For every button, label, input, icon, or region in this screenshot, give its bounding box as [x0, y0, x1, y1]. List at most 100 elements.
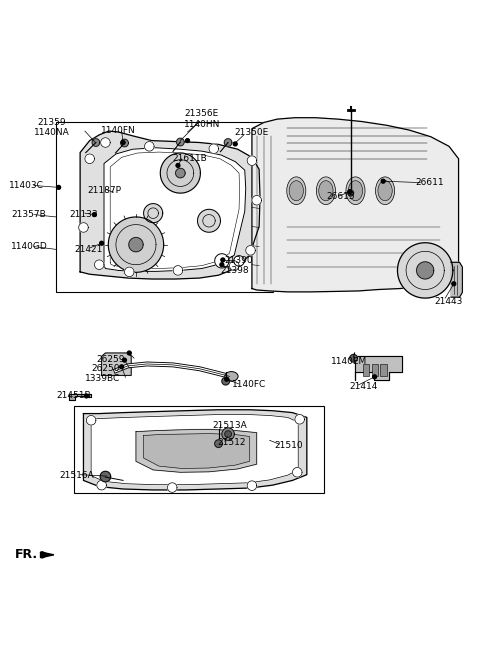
Text: 26611: 26611	[416, 178, 444, 187]
Polygon shape	[95, 260, 104, 269]
Text: 26259: 26259	[96, 355, 124, 364]
Polygon shape	[209, 144, 218, 154]
Text: 1339BC: 1339BC	[85, 374, 120, 383]
Polygon shape	[100, 471, 111, 482]
Text: 21359
1140NA: 21359 1140NA	[34, 117, 70, 137]
Text: 1140FN: 1140FN	[101, 125, 136, 135]
Ellipse shape	[346, 177, 365, 205]
Polygon shape	[452, 282, 456, 286]
Polygon shape	[129, 237, 143, 252]
Polygon shape	[91, 414, 298, 485]
Polygon shape	[122, 358, 126, 362]
Polygon shape	[127, 351, 131, 355]
Polygon shape	[372, 375, 376, 379]
Polygon shape	[292, 467, 302, 477]
Polygon shape	[397, 243, 453, 298]
Polygon shape	[215, 440, 222, 448]
Text: 21133: 21133	[69, 210, 98, 219]
Text: 26250: 26250	[91, 364, 120, 373]
Polygon shape	[247, 481, 257, 491]
Polygon shape	[186, 139, 190, 143]
Text: 21451B: 21451B	[57, 391, 91, 400]
Polygon shape	[168, 483, 177, 493]
Bar	[372, 364, 378, 377]
Bar	[380, 364, 386, 377]
Polygon shape	[102, 353, 131, 375]
Polygon shape	[176, 168, 185, 178]
Polygon shape	[97, 481, 107, 490]
Ellipse shape	[316, 177, 336, 205]
Text: 21390: 21390	[225, 257, 253, 265]
Polygon shape	[85, 154, 95, 164]
Text: FR.: FR.	[15, 548, 38, 562]
Ellipse shape	[378, 181, 392, 201]
Polygon shape	[350, 355, 358, 362]
Polygon shape	[120, 365, 123, 369]
Text: 1140GD: 1140GD	[11, 242, 48, 251]
Polygon shape	[79, 223, 88, 232]
Ellipse shape	[225, 371, 238, 381]
Polygon shape	[246, 245, 255, 255]
Polygon shape	[252, 196, 262, 205]
Polygon shape	[177, 138, 184, 146]
Polygon shape	[84, 410, 307, 490]
Polygon shape	[222, 428, 234, 440]
Polygon shape	[247, 156, 257, 166]
Bar	[363, 364, 369, 377]
Text: 21513A: 21513A	[212, 422, 247, 430]
Text: 21350E: 21350E	[235, 129, 269, 137]
Polygon shape	[80, 131, 260, 279]
Polygon shape	[120, 139, 128, 147]
Text: 21356E
1140HN: 21356E 1140HN	[184, 109, 220, 129]
Polygon shape	[220, 263, 224, 267]
Polygon shape	[104, 148, 246, 271]
Polygon shape	[160, 153, 200, 193]
Polygon shape	[136, 430, 257, 472]
Polygon shape	[417, 262, 434, 279]
Text: 26615: 26615	[327, 192, 356, 202]
Ellipse shape	[348, 181, 363, 201]
Polygon shape	[198, 210, 220, 232]
Ellipse shape	[287, 177, 306, 205]
Text: 21398: 21398	[220, 266, 249, 275]
Polygon shape	[144, 204, 163, 223]
Text: 21512: 21512	[217, 438, 246, 447]
Polygon shape	[451, 263, 462, 297]
Text: 21187P: 21187P	[87, 186, 121, 195]
Polygon shape	[229, 261, 239, 271]
Polygon shape	[176, 164, 180, 167]
Text: 21357B: 21357B	[12, 210, 47, 219]
Polygon shape	[84, 394, 88, 398]
Bar	[74, 406, 324, 493]
Polygon shape	[173, 266, 183, 275]
Polygon shape	[101, 138, 110, 147]
Polygon shape	[234, 256, 244, 266]
Polygon shape	[233, 142, 237, 146]
Bar	[56, 121, 274, 292]
Polygon shape	[381, 179, 385, 183]
Polygon shape	[92, 139, 100, 147]
Polygon shape	[252, 118, 458, 292]
Polygon shape	[124, 267, 134, 276]
Polygon shape	[222, 377, 229, 385]
Text: 1140EM: 1140EM	[331, 357, 367, 365]
Polygon shape	[108, 217, 164, 272]
Polygon shape	[100, 241, 104, 245]
Text: 21443: 21443	[435, 298, 463, 306]
Polygon shape	[215, 254, 229, 268]
Text: 21516A: 21516A	[60, 471, 94, 480]
Polygon shape	[224, 139, 232, 147]
Polygon shape	[57, 186, 60, 190]
Polygon shape	[295, 414, 304, 424]
Text: 21414: 21414	[349, 382, 377, 391]
Text: 1140FC: 1140FC	[231, 381, 266, 389]
Text: 21611B: 21611B	[172, 154, 207, 163]
Text: 11403C: 11403C	[9, 182, 44, 190]
Ellipse shape	[375, 177, 395, 205]
Polygon shape	[121, 141, 125, 145]
Polygon shape	[356, 356, 402, 380]
Ellipse shape	[319, 181, 333, 201]
Text: 21510: 21510	[275, 441, 303, 450]
Polygon shape	[348, 190, 352, 194]
Text: 21421: 21421	[74, 245, 102, 254]
